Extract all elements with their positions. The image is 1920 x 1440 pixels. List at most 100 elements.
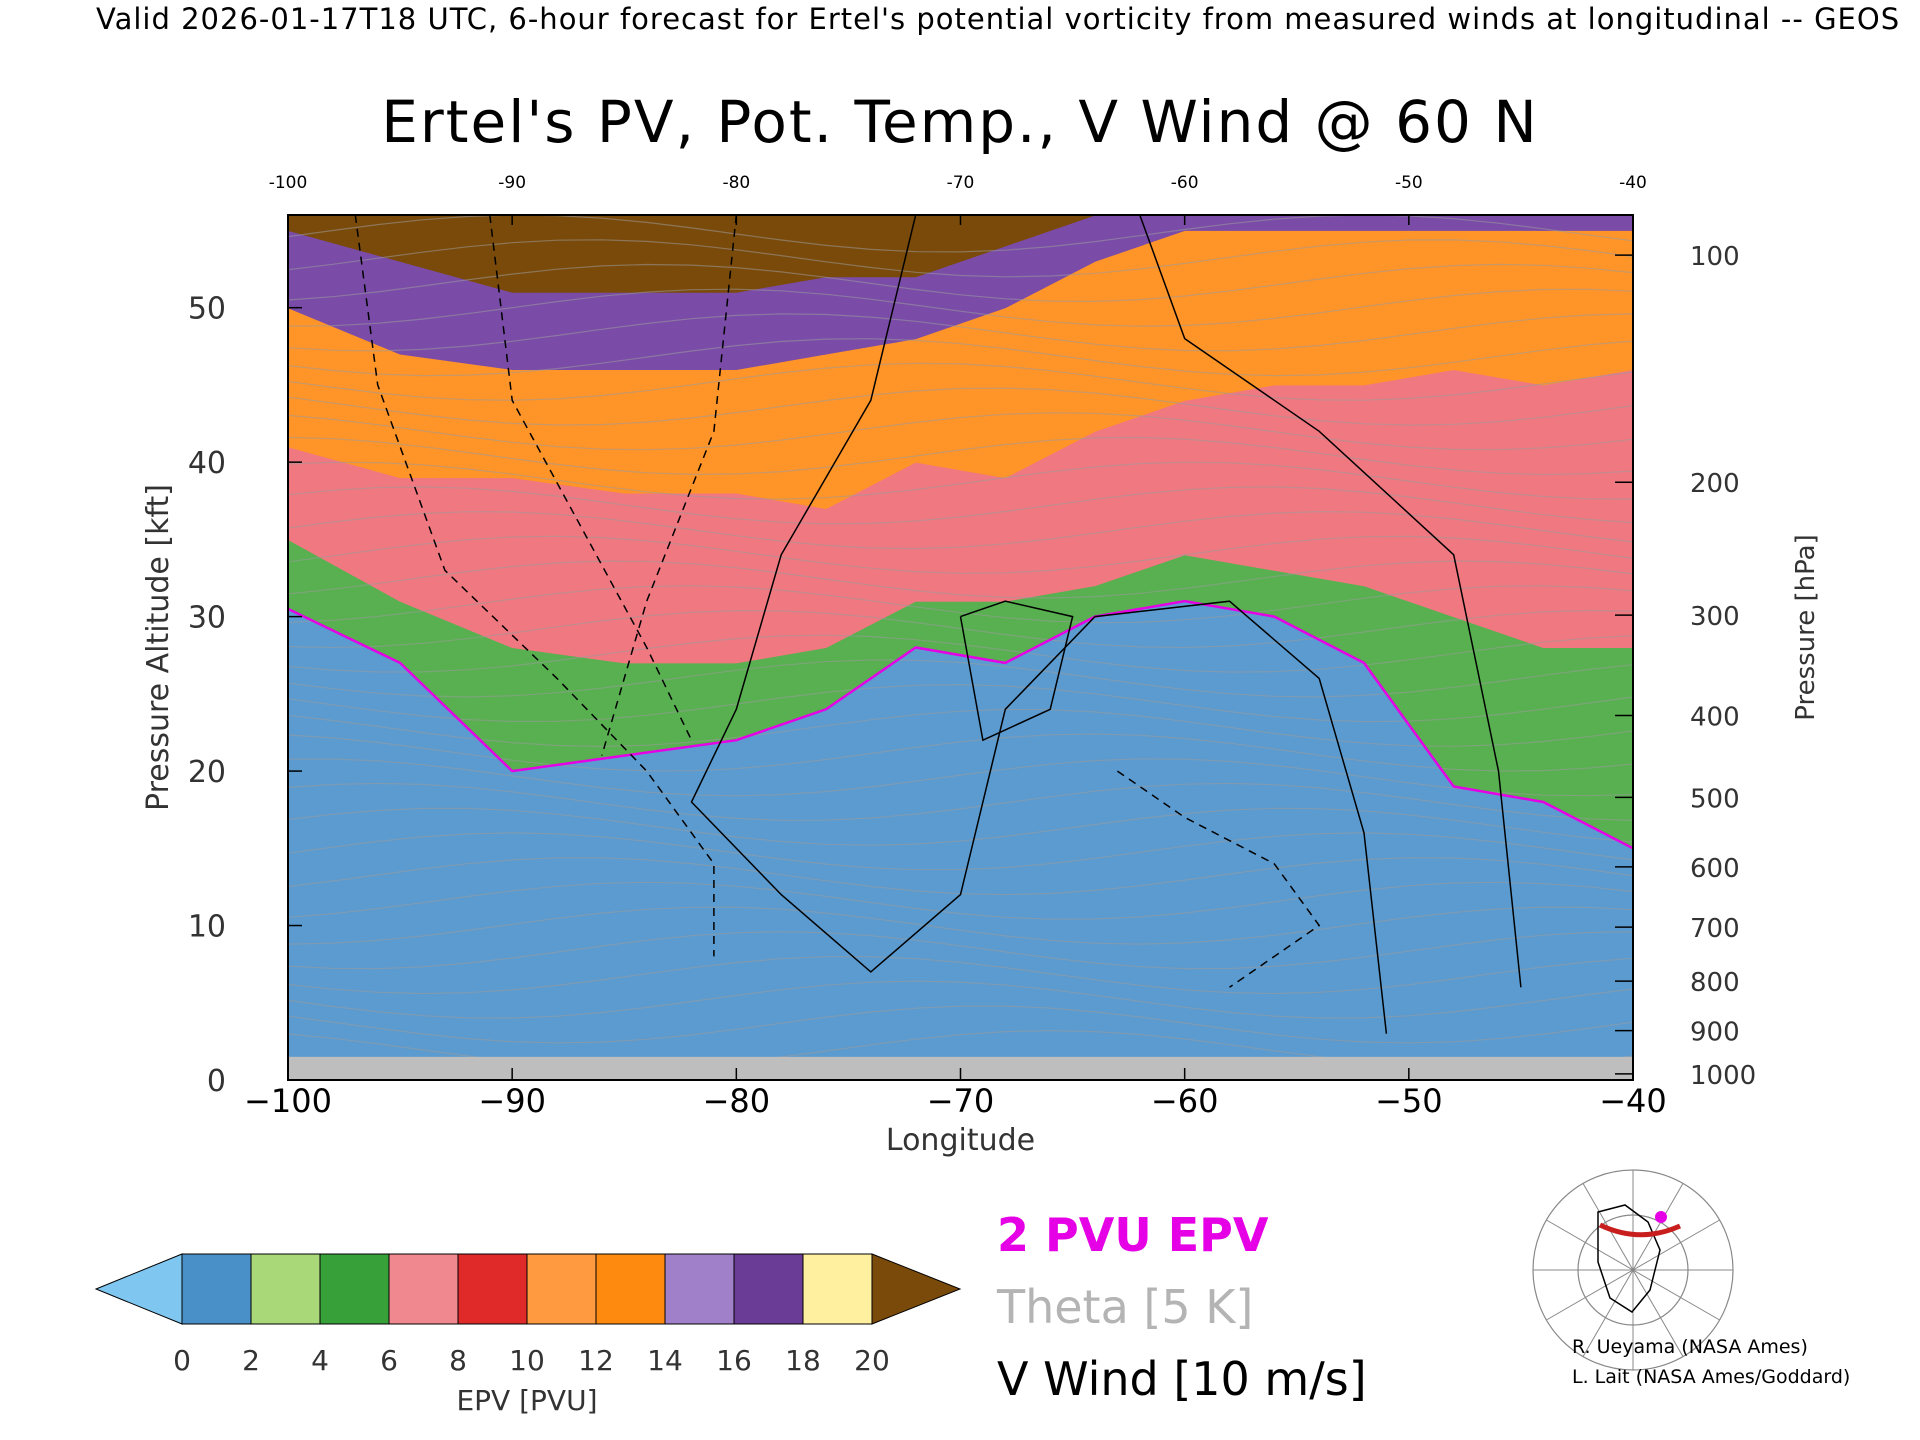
theta-contour <box>288 560 1633 599</box>
theta-contour <box>288 659 1633 698</box>
y2-tick-label: 700 <box>1690 914 1740 944</box>
colorbar-segment <box>733 1253 804 1325</box>
y2-tick-label: 900 <box>1690 1018 1740 1048</box>
theta-contour <box>288 683 1633 723</box>
colorbar-title: EPV [PVU] <box>456 1384 597 1417</box>
y-tick-label: 0 <box>207 1064 226 1099</box>
y-tick-label: 30 <box>188 601 226 636</box>
theta-contour <box>288 609 1633 649</box>
x-tick-label: −60 <box>1151 1082 1219 1120</box>
colorbar-tick-label: 20 <box>854 1344 890 1377</box>
x-tick-label: −50 <box>1375 1082 1443 1120</box>
v-wind-contour <box>1139 215 1522 988</box>
chart-title: Ertel's PV, Pot. Temp., V Wind @ 60 N <box>381 88 1539 156</box>
theta-contour <box>288 832 1633 871</box>
theta-contour <box>288 239 1633 278</box>
theta-contour <box>288 486 1633 525</box>
x-tick-label: −90 <box>478 1082 546 1120</box>
theta-contour <box>288 931 1633 970</box>
v-wind-contour <box>1116 770 1321 988</box>
theta-contour <box>288 881 1633 920</box>
colorbar-segment <box>526 1253 597 1325</box>
colorbar-tick-label: 18 <box>785 1344 821 1377</box>
theta-contour <box>288 263 1633 303</box>
x-tick-label: −70 <box>927 1082 995 1120</box>
v-wind-contour <box>489 215 693 741</box>
colorbar-segment <box>802 1253 873 1325</box>
theta-contour <box>288 906 1633 945</box>
theta-contour <box>288 708 1633 748</box>
axes: −100 -100 −90 -90 −80 -80 −70 -70 −60 -60 −50 -50 −4… <box>141 173 1821 1158</box>
legend-epv-contour: 2 PVU EPV <box>997 1208 1269 1262</box>
theta-contour <box>288 807 1633 846</box>
map-coastline <box>1597 1204 1661 1313</box>
theta-contour <box>288 436 1633 476</box>
colorbar-tick-label: 6 <box>380 1344 398 1377</box>
theta-contour <box>288 585 1633 624</box>
map-meridian <box>1546 1219 1720 1321</box>
y2-tick-label: 500 <box>1690 784 1740 814</box>
colorbar-tick-label: 14 <box>647 1344 683 1377</box>
theta-contour <box>288 733 1633 772</box>
y2-axis-title: Pressure [hPa] <box>1791 534 1821 721</box>
theta-contour <box>288 313 1633 352</box>
y2-tick-label: 800 <box>1690 968 1740 998</box>
theta-contour <box>288 1005 1633 1044</box>
theta-contour <box>288 338 1633 377</box>
colorbar-segment <box>319 1253 390 1325</box>
theta-contour <box>288 782 1633 821</box>
colorbar-segment <box>181 1253 252 1325</box>
colorbar-under-arrow <box>94 1253 183 1325</box>
top-tick-label: -90 <box>498 173 526 193</box>
credit-line-2: L. Lait (NASA Ames/Goddard) <box>1572 1366 1851 1388</box>
top-tick-label: -50 <box>1395 173 1423 193</box>
map-track <box>1598 1222 1682 1238</box>
y2-tick-label: 600 <box>1690 854 1740 884</box>
theta-contour <box>288 980 1633 1019</box>
y-tick-label: 40 <box>188 446 226 481</box>
theta-contour <box>288 956 1633 995</box>
theta-contour <box>288 412 1633 451</box>
epv-band-18-20 <box>288 215 1633 293</box>
legend: 0 2 4 6 8 10 12 14 16 18 20 EPV [PVU] <box>94 1169 1734 1417</box>
top-tick-label: -100 <box>269 173 308 193</box>
colorbar-tick-label: 4 <box>311 1344 329 1377</box>
colorbar-tick-label: 16 <box>716 1344 752 1377</box>
x-tick-label: −80 <box>703 1082 771 1120</box>
top-tick-label: -40 <box>1619 173 1647 193</box>
y-axis-title: Pressure Altitude [kft] <box>141 484 176 811</box>
map-point <box>1655 1211 1667 1223</box>
credits: R. Ueyama (NASA Ames) L. Lait (NASA Ames… <box>1572 1332 1850 1392</box>
theta-contour <box>288 510 1633 550</box>
y-tick-label: 20 <box>188 755 226 790</box>
top-tick-label: -60 <box>1171 173 1199 193</box>
y2-tick-label: 200 <box>1690 469 1740 499</box>
y-tick-label: 50 <box>188 292 226 327</box>
epv-field <box>288 215 1633 1080</box>
map-inset <box>1532 1169 1734 1371</box>
x-tick-label: −100 <box>244 1082 332 1120</box>
theta-contour <box>288 535 1633 574</box>
colorbar-tick-label: 12 <box>578 1344 614 1377</box>
y2-tick-label: 400 <box>1690 702 1740 732</box>
colorbar-segment <box>388 1253 459 1325</box>
colorbar-tick-label: 10 <box>509 1344 545 1377</box>
colorbar-over-arrow <box>871 1253 962 1325</box>
colorbar-segment <box>250 1253 321 1325</box>
top-tick-label: -70 <box>947 173 975 193</box>
theta-contour <box>288 758 1633 797</box>
x-axis-title: Longitude <box>886 1123 1035 1158</box>
colorbar-segment <box>457 1253 528 1325</box>
y-tick-label: 10 <box>188 910 226 945</box>
v-wind-contour <box>690 215 1388 1034</box>
y2-tick-label: 1000 <box>1690 1061 1756 1091</box>
colorbar-tick-label: 0 <box>173 1344 191 1377</box>
y2-tick-label: 100 <box>1690 242 1740 272</box>
theta-contour <box>288 461 1633 500</box>
header-text: Valid 2026-01-17T18 UTC, 6-hour forecast… <box>96 2 1901 36</box>
x-tick-label: −40 <box>1599 1082 1667 1120</box>
v-wind-contour <box>354 215 715 957</box>
y2-tick-label: 300 <box>1690 602 1740 632</box>
colorbar-tick-label: 2 <box>242 1344 260 1377</box>
